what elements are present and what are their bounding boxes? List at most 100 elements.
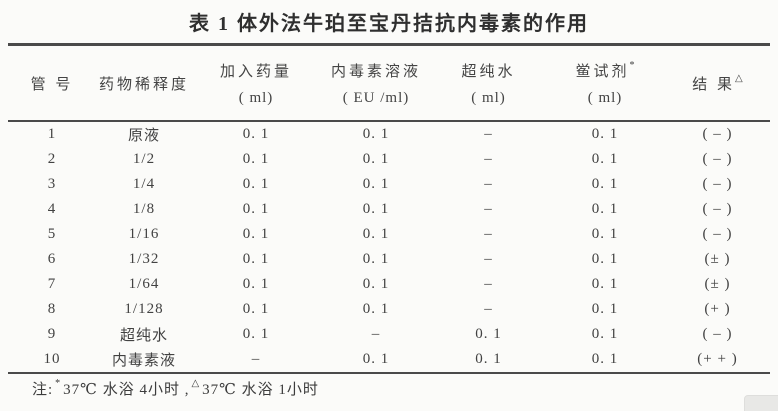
table-header: 管 号 药物稀释度 加入药量 ( ml) 内毒素溶液 ( EU /ml) 超纯水	[8, 43, 770, 122]
table-cell: 1/64	[128, 276, 160, 292]
col-label: 鲎试剂	[575, 63, 630, 80]
table-cell: –	[484, 176, 493, 192]
table-row: 4 1/8 0. 1 0. 1 – 0. 1 ( – )	[8, 197, 770, 222]
table-cell: –	[484, 151, 493, 167]
table-row: 7 1/64 0. 1 0. 1 – 0. 1 (± )	[8, 272, 770, 297]
table-row: 1 原液 0. 1 0. 1 – 0. 1 ( – )	[8, 121, 770, 147]
table-cell: 0. 1	[362, 301, 390, 317]
table-cell: 0. 1	[591, 201, 619, 217]
table-title: 表 1 体外法牛珀至宝丹拮抗内毒素的作用	[189, 13, 589, 35]
table-cell: 原液	[127, 128, 160, 144]
header-row: 管 号 药物稀释度 加入药量 ( ml) 内毒素溶液 ( EU /ml) 超纯水	[8, 43, 770, 122]
col-header-endotoxin-solution: 内毒素溶液 ( EU /ml)	[320, 43, 432, 122]
table-cell: 1/4	[132, 176, 156, 192]
table-cell: 0. 1	[362, 276, 390, 292]
table-cell: 0. 1	[242, 126, 270, 142]
table-cell: 1/128	[124, 301, 164, 317]
table-cell: 0. 1	[591, 326, 619, 342]
table-cell: –	[484, 226, 493, 242]
table-row: 9 超纯水 0. 1 – 0. 1 0. 1 ( – )	[8, 322, 770, 347]
table-cell: 0. 1	[242, 251, 270, 267]
col-unit: ( ml)	[587, 89, 623, 106]
table-cell: 0. 1	[591, 301, 619, 317]
col-unit: ( ml)	[471, 89, 506, 106]
table-cell: 1/16	[128, 226, 160, 242]
table-cell: 5	[47, 226, 57, 242]
table-cell: ( – )	[702, 151, 733, 167]
table-cell: –	[484, 201, 493, 217]
table-cell: ( – )	[702, 226, 733, 242]
table-row: 10 内毒素液 – 0. 1 0. 1 0. 1 (+ + )	[8, 347, 770, 373]
col-superscript: △	[735, 72, 743, 84]
table-cell: –	[371, 326, 381, 342]
footnote-triangle-marker: △	[191, 378, 201, 389]
table-cell: ( – )	[702, 176, 733, 192]
table-cell: 0. 1	[242, 301, 270, 317]
col-superscript: *	[629, 59, 635, 71]
col-header-result: 结 果△	[665, 43, 770, 122]
table-cell: –	[484, 126, 493, 142]
table-cell: 0. 1	[591, 276, 619, 292]
table-cell: 0. 1	[591, 251, 619, 267]
table-cell: 1/2	[132, 151, 156, 167]
table-cell: (+ )	[704, 301, 731, 317]
col-header-limulus-reagent: 鲎试剂* ( ml)	[545, 43, 665, 122]
table-cell: 0. 1	[475, 351, 502, 367]
table-cell: (± )	[704, 251, 731, 267]
table-cell: –	[484, 251, 493, 267]
col-header-ultrapure-water: 超纯水 ( ml)	[432, 43, 545, 122]
table-cell: 0. 1	[362, 201, 390, 217]
table-row: 5 1/16 0. 1 0. 1 – 0. 1 ( – )	[8, 222, 770, 247]
table-cell: 9	[47, 326, 57, 342]
table-cell: 0. 1	[591, 151, 619, 167]
col-unit: ( ml)	[238, 89, 274, 106]
col-header-tube-no: 管 号	[8, 43, 96, 122]
table-cell: 内毒素液	[111, 353, 176, 369]
table-cell: 0. 1	[362, 126, 390, 142]
table-cell: ( – )	[702, 126, 733, 142]
table-cell: 10	[43, 351, 61, 367]
table-cell: 0. 1	[242, 201, 270, 217]
table-cell: 0. 1	[591, 226, 619, 242]
table-cell: 0. 1	[362, 251, 390, 267]
table-cell: (+ + )	[697, 351, 738, 367]
table-cell: 超纯水	[119, 328, 168, 344]
col-header-dilution: 药物稀释度	[96, 43, 192, 122]
footnote-asterisk-marker: *	[55, 378, 62, 389]
table-cell: 0. 1	[242, 176, 270, 192]
table-row: 2 1/2 0. 1 0. 1 – 0. 1 ( – )	[8, 147, 770, 172]
table-cell: 2	[47, 151, 57, 167]
footnote-text-2: 37℃ 水浴 1小时	[202, 382, 319, 398]
table-cell: 0. 1	[242, 151, 270, 167]
col-header-drug-amount: 加入药量 ( ml)	[192, 43, 320, 122]
table-cell: 1/32	[128, 251, 160, 267]
table-row: 3 1/4 0. 1 0. 1 – 0. 1 ( – )	[8, 172, 770, 197]
table-cell: 8	[47, 301, 57, 317]
table-cell: 1/8	[132, 201, 156, 217]
table-cell: 0. 1	[242, 276, 270, 292]
table-cell: ( – )	[702, 201, 733, 217]
table-cell: 0. 1	[362, 151, 390, 167]
table-body: 1 原液 0. 1 0. 1 – 0. 1 ( – ) 2 1/2 0. 1 0. 1 – 0. 1 ( …	[8, 121, 770, 373]
col-label: 管 号	[30, 76, 74, 93]
table-cell: 0. 1	[362, 226, 390, 242]
table-cell: –	[251, 351, 261, 367]
table-cell: 0. 1	[362, 351, 390, 367]
table-footnote: 注: * 37℃ 水浴 4小时 , △ 37℃ 水浴 1小时	[32, 378, 319, 399]
data-table: 管 号 药物稀释度 加入药量 ( ml) 内毒素溶液 ( EU /ml) 超纯水	[8, 43, 770, 374]
col-unit: ( EU /ml)	[342, 89, 410, 106]
table-cell: 3	[47, 176, 57, 192]
table-cell: 0. 1	[362, 176, 390, 192]
col-label: 药物稀释度	[98, 76, 189, 93]
col-label: 结 果	[692, 76, 736, 93]
table-row: 8 1/128 0. 1 0. 1 – 0. 1 (+ )	[8, 297, 770, 322]
footnote-prefix: 注:	[32, 382, 54, 398]
col-label: 加入药量	[219, 63, 292, 80]
table-cell: 4	[47, 201, 57, 217]
table-cell: (± )	[704, 276, 731, 292]
table-cell: 7	[47, 276, 57, 292]
table-cell: 0. 1	[591, 351, 619, 367]
scan-edge-artifact	[744, 395, 778, 411]
table-cell: –	[484, 301, 493, 317]
